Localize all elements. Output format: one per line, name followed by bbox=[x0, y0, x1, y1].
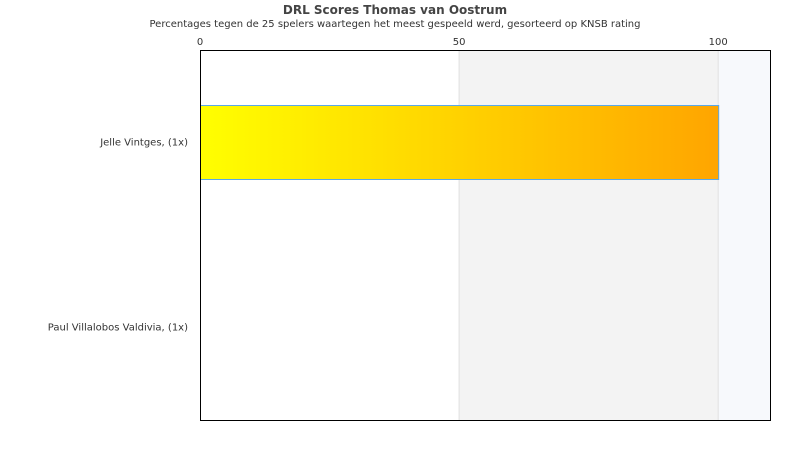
plot-border bbox=[200, 50, 771, 421]
category-label: Paul Villalobos Valdivia, (1x) bbox=[48, 323, 188, 334]
category-label: Jelle Vintges, (1x) bbox=[99, 138, 188, 149]
x-tick-label: 0 bbox=[197, 37, 203, 48]
plot-band bbox=[718, 50, 770, 420]
x-tick-label: 100 bbox=[709, 37, 728, 48]
chart-title: DRL Scores Thomas van Oostrum bbox=[282, 3, 508, 17]
chart-subtitle: Percentages tegen de 25 spelers waartege… bbox=[149, 19, 641, 30]
bar bbox=[200, 105, 720, 180]
x-tick-label: 50 bbox=[453, 37, 466, 48]
